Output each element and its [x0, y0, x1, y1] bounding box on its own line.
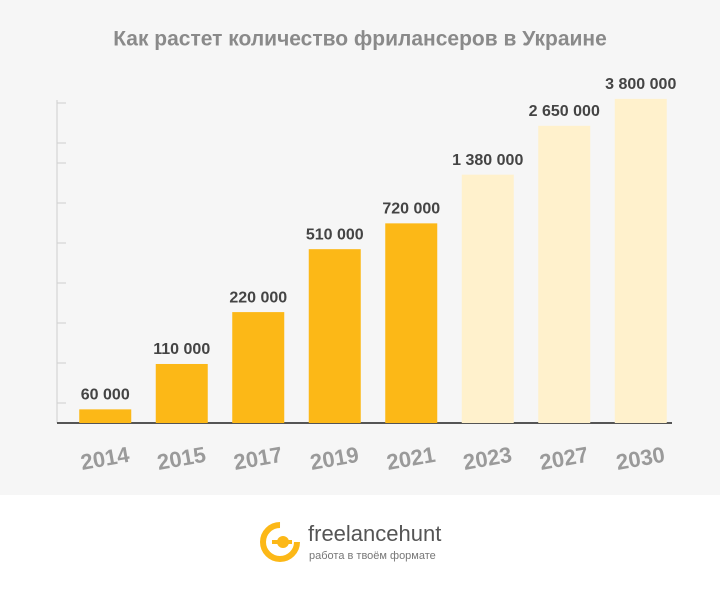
value-label: 720 000 [382, 201, 440, 218]
brand-name: freelancehunt [308, 521, 441, 546]
bar [79, 409, 132, 423]
logo [260, 522, 300, 562]
value-label: 3 800 000 [605, 76, 676, 93]
bar [232, 312, 285, 423]
logo-ring [260, 522, 300, 562]
value-label: 60 000 [81, 387, 130, 404]
bar [308, 249, 361, 423]
bar [538, 125, 591, 423]
axis-decoration [56, 100, 66, 423]
bar [155, 363, 208, 423]
logo-bar [272, 540, 292, 544]
bar [461, 174, 514, 423]
value-label: 220 000 [229, 289, 287, 306]
value-label: 1 380 000 [452, 152, 523, 169]
bar [385, 223, 438, 423]
bar [614, 98, 667, 424]
value-label: 110 000 [153, 341, 210, 358]
brand-tagline: работа в твоём формате [309, 550, 436, 562]
chart-title: Как растет количество фрилансеров в Укра… [113, 28, 607, 51]
value-label: 2 650 000 [529, 103, 600, 120]
value-label: 510 000 [306, 226, 364, 243]
footer-background [0, 495, 720, 587]
